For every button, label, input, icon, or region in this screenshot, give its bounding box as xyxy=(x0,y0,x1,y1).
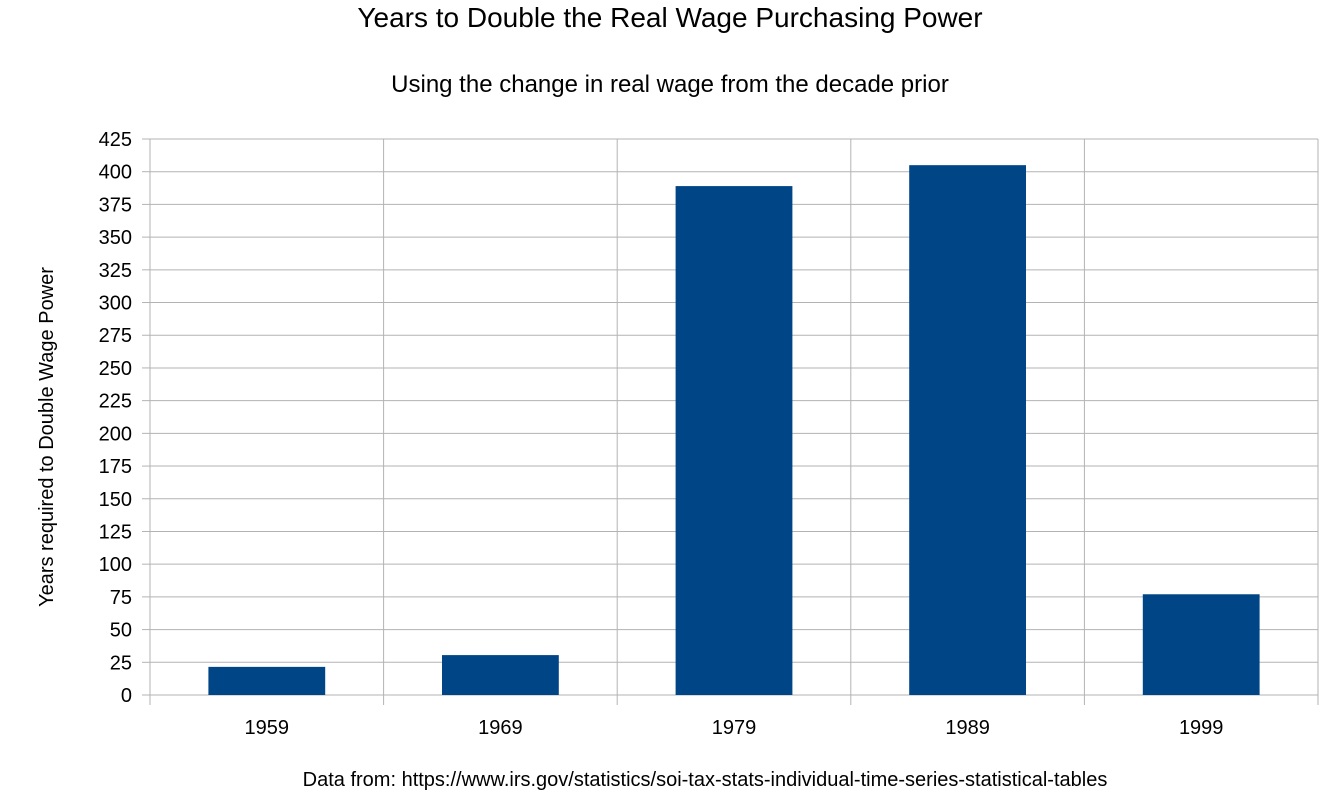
source-note: Data from: https://www.irs.gov/statistic… xyxy=(303,769,1108,791)
y-tick-label: 125 xyxy=(99,521,132,543)
y-axis-ticks: 0 25 50 75 100 125 150 175 200 225 250 275 300 325 350… xyxy=(99,129,150,707)
y-tick-label: 250 xyxy=(99,358,132,380)
y-tick-label: 200 xyxy=(99,423,132,445)
y-tick-label: 350 xyxy=(99,227,132,249)
y-tick-label: 175 xyxy=(99,456,132,478)
bar-series xyxy=(208,165,1260,696)
y-tick-label: 300 xyxy=(99,293,132,315)
y-tick-label: 75 xyxy=(110,587,132,609)
x-tick-label: 1959 xyxy=(245,717,290,739)
y-tick-label: 100 xyxy=(99,554,132,576)
bar-1979 xyxy=(675,186,793,695)
x-gridlines xyxy=(149,139,1319,705)
x-tick-label: 1979 xyxy=(712,717,757,739)
y-tick-label: 375 xyxy=(99,194,132,216)
y-axis-label: Years required to Double Wage Power xyxy=(36,267,58,607)
y-tick-label: 425 xyxy=(99,129,132,151)
bar-1999 xyxy=(1142,594,1260,695)
bar-1959 xyxy=(208,666,326,695)
y-tick-label: 225 xyxy=(99,391,132,413)
x-tick-label: 1999 xyxy=(1179,717,1224,739)
bar-1989 xyxy=(909,165,1026,696)
bar-1969 xyxy=(442,655,559,695)
y-tick-label: 50 xyxy=(110,620,132,642)
chart-title: Years to Double the Real Wage Purchasing… xyxy=(357,2,982,33)
chart-subtitle: Using the change in real wage from the d… xyxy=(391,71,949,98)
y-tick-label: 400 xyxy=(99,162,132,184)
y-tick-label: 325 xyxy=(99,260,132,282)
x-tick-label: 1969 xyxy=(478,717,523,739)
y-tick-label: 25 xyxy=(110,652,132,674)
y-tick-label: 0 xyxy=(121,685,132,707)
y-tick-label: 275 xyxy=(99,325,132,347)
y-tick-label: 150 xyxy=(99,489,132,511)
x-tick-label: 1989 xyxy=(945,717,990,739)
x-axis-ticks: 1959 1969 1979 1989 1999 xyxy=(245,717,1224,739)
